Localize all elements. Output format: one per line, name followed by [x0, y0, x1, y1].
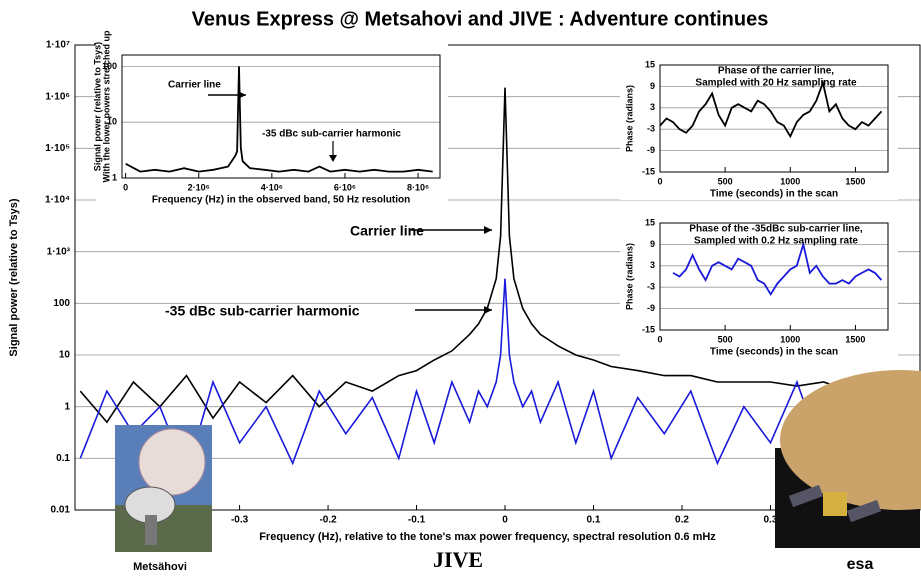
y-tick-label: 1·10⁵ [45, 143, 70, 154]
plot-frame [121, 54, 441, 179]
series-line [125, 66, 433, 173]
inset-phase-carrier: -15 -9 -3 3 9 15 0 500 1000 1500 Time (seconds) in… [620, 53, 898, 200]
y-tick-label: 1·10⁶ [45, 91, 70, 102]
y-tick-label: -15 [642, 166, 655, 176]
x-tick-label: 0 [657, 334, 662, 344]
x-tick-label: 1000 [780, 334, 800, 344]
y-tick-label: 3 [650, 102, 655, 112]
plot-frame [659, 64, 889, 173]
annotation: Carrier line [350, 223, 424, 239]
page-title: Venus Express @ Metsahovi and JIVE : Adv… [192, 8, 769, 30]
dish-mount [145, 515, 157, 545]
x-axis-label: Time (seconds) in the scan [710, 347, 838, 358]
inset-background [96, 43, 448, 206]
arrow-head [329, 155, 337, 162]
inset-phase-subcarrier: -15 -9 -3 3 9 15 0 500 1000 1500 Time (seconds) in… [620, 211, 898, 358]
photo-telescope: Metsähovi [115, 425, 212, 573]
x-axis-label: Time (seconds) in the scan [710, 189, 838, 200]
y-axis-label: Phase (radians) [624, 85, 634, 152]
annotation: -35 dBc sub-carrier harmonic [165, 303, 360, 319]
x-tick-label: 0 [502, 515, 508, 526]
x-tick-label: 6·10⁶ [334, 182, 356, 192]
y-tick-label: 1·10⁷ [46, 40, 70, 51]
arrow-head [484, 306, 492, 314]
logo-jive: JIVE [433, 547, 483, 572]
y-axis-label: Signal power (relative to Tsys) [92, 42, 102, 171]
x-tick-label: 8·10⁶ [407, 182, 429, 192]
y-tick-label: 0.01 [51, 505, 71, 516]
series-line [659, 79, 883, 139]
x-tick-label: -0.3 [231, 515, 249, 526]
series-line [79, 278, 904, 477]
y-tick-label: 15 [645, 59, 655, 69]
y-tick-label: -3 [647, 124, 655, 134]
x-tick-label: 500 [718, 334, 733, 344]
y-tick-label: 1 [112, 172, 117, 182]
x-tick-label: -0.2 [319, 515, 337, 526]
x-tick-label: 1500 [845, 334, 865, 344]
x-tick-label: 1000 [780, 176, 800, 186]
radome [138, 428, 206, 496]
inset-title: Phase of the -35dBc sub-carrier line, [689, 224, 863, 235]
x-tick-label: 500 [718, 176, 733, 186]
inset-title: Sampled with 0.2 Hz sampling rate [694, 236, 858, 247]
y-tick-label: 1 [64, 401, 70, 412]
y-tick-label: 15 [645, 217, 655, 227]
logo-esa: esa [847, 556, 874, 573]
y-axis-label: Phase (radians) [624, 243, 634, 310]
plot-frame [74, 44, 921, 511]
y-tick-label: 1·10³ [47, 246, 71, 257]
y-tick-label: 3 [650, 260, 655, 270]
arrow-head [238, 91, 246, 99]
x-tick-label: -0.1 [408, 515, 426, 526]
y-tick-label: -9 [647, 145, 655, 155]
y-tick-label: 1·10⁴ [45, 195, 70, 206]
venus [780, 370, 921, 510]
logo-metsahovi: Metsähovi [133, 561, 187, 573]
x-axis-label: Frequency (Hz), relative to the tone's m… [259, 531, 716, 543]
photo-spacecraft: JIVE esa [433, 370, 921, 573]
series-line [79, 87, 904, 424]
solar-panel [788, 484, 824, 508]
y-tick-label: 0.1 [56, 453, 70, 464]
inset-spectrum: 1 10 100 0 2·10⁶ 4·10⁶ 6·10⁶ 8·10⁶ Frequency (Hz… [92, 30, 448, 206]
x-tick-label: 0.1 [587, 515, 601, 526]
x-tick-label: 4·10⁶ [261, 182, 283, 192]
y-tick-label: 100 [53, 298, 70, 309]
x-tick-label: 0.2 [675, 515, 689, 526]
plot-frame [659, 222, 889, 331]
y-tick-label: 10 [59, 350, 71, 361]
x-tick-label: 1500 [845, 176, 865, 186]
x-tick-label: 0.3 [764, 515, 778, 526]
y-tick-label: -3 [647, 282, 655, 292]
x-tick-label: 2·10⁶ [188, 182, 210, 192]
y-tick-label: 9 [650, 81, 655, 91]
y-tick-label: 10 [107, 117, 117, 127]
arrow-head [484, 226, 492, 234]
x-tick-label: 0 [123, 182, 128, 192]
y-tick-label: -15 [642, 324, 655, 334]
annotation: -35 dBc sub-carrier harmonic [262, 129, 401, 140]
y-tick-label: 9 [650, 239, 655, 249]
inset-background [620, 211, 898, 358]
inset-title: Sampled with 20 Hz sampling rate [695, 78, 857, 89]
series-line [672, 240, 883, 297]
y-tick-label: 100 [102, 61, 117, 71]
spacecraft-body [823, 492, 847, 516]
x-tick-label: 0 [657, 176, 662, 186]
inset-title: Phase of the carrier line, [718, 66, 834, 77]
annotation: Carrier line [168, 80, 221, 91]
y-axis-label: Signal power (relative to Tsys) [8, 198, 20, 356]
solar-panel [846, 499, 882, 523]
y-axis-label: With the lower powers stretched up [101, 30, 111, 182]
x-axis-label: Frequency (Hz) in the observed band, 50 … [152, 195, 410, 206]
y-tick-label: -9 [647, 303, 655, 313]
